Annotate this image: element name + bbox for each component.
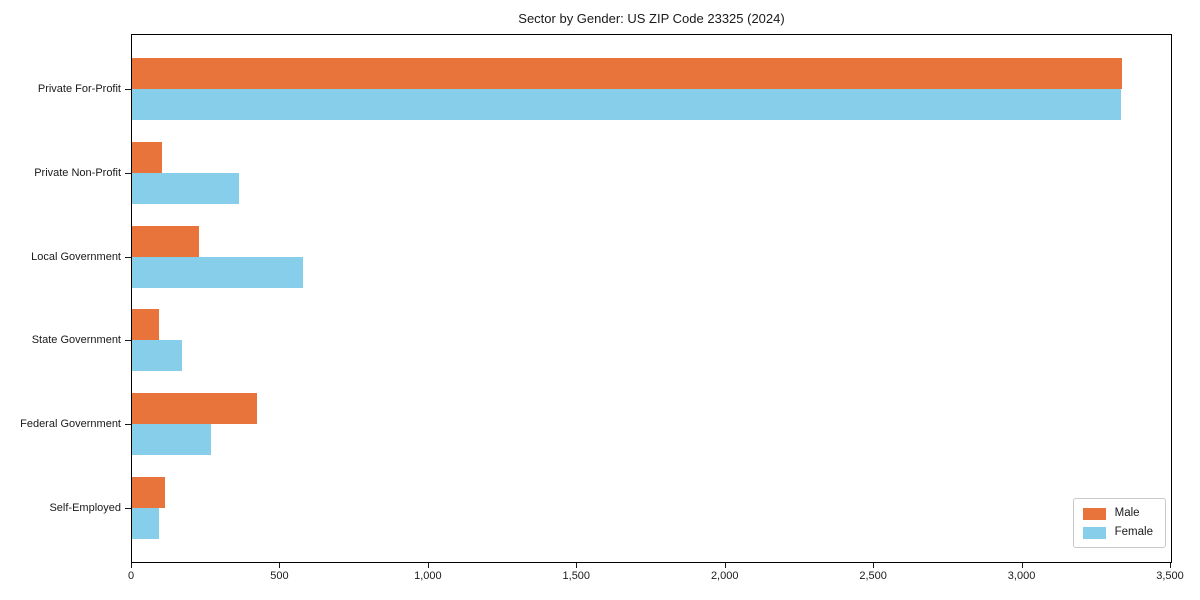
y-tick-mark (125, 88, 131, 90)
y-tick-label-federal-government: Federal Government (20, 418, 121, 431)
x-tick-label: 1,000 (414, 570, 442, 582)
x-tick-mark (724, 563, 726, 568)
bar-male-federal-government (132, 393, 257, 425)
legend: Male Female (1072, 498, 1166, 548)
female-legend-swatch (1082, 526, 1106, 539)
x-tick-mark (1170, 563, 1171, 568)
x-tick-label: 2,000 (710, 570, 739, 582)
bar-female-local-government (132, 256, 303, 288)
bar-female-self-employed (132, 508, 159, 540)
legend-item-female: Female (1082, 526, 1153, 539)
x-tick-mark (1021, 563, 1023, 568)
y-tick-label-state-government: State Government (31, 334, 121, 347)
y-tick-mark (125, 424, 131, 426)
male-legend-label: Male (1114, 507, 1140, 519)
x-tick-mark (873, 563, 875, 568)
chart-title: Sector by Gender: US ZIP Code 23325 (202… (518, 11, 785, 26)
y-axis-labels: Private For-Profit Private Non-Profit Loca… (0, 35, 131, 562)
x-tick-mark (576, 563, 578, 568)
x-tick-mark (279, 563, 281, 568)
y-tick-label-local-government: Local Government (31, 250, 121, 263)
bar-male-state-government (132, 309, 159, 341)
y-tick-mark (125, 256, 131, 258)
y-tick-mark (125, 172, 131, 174)
x-tick-label: 1,500 (562, 570, 591, 582)
y-tick-mark (125, 508, 131, 510)
legend-item-male: Male (1082, 507, 1153, 520)
x-tick-label: 2,500 (859, 570, 887, 582)
x-tick-label: 3,000 (1007, 570, 1036, 582)
bar-female-federal-government (132, 424, 211, 456)
y-tick-mark (125, 340, 131, 342)
x-tick-mark (131, 563, 132, 568)
y-tick-label-private-for-profit: Private For-Profit (37, 82, 121, 95)
y-tick-label-private-non-profit: Private Non-Profit (34, 166, 121, 179)
female-legend-label: Female (1114, 526, 1153, 538)
x-tick-label: 0 (127, 570, 135, 582)
x-tick-mark (427, 563, 429, 568)
bar-male-self-employed (132, 477, 165, 509)
male-legend-swatch (1082, 507, 1106, 520)
bar-female-private-non-profit (132, 172, 239, 204)
bar-male-local-government (132, 225, 199, 257)
plot-area: Male Female (131, 34, 1172, 563)
x-tick-label: 3,500 (1156, 570, 1184, 582)
bar-female-state-government (132, 340, 183, 372)
bar-male-private-for-profit (132, 57, 1123, 89)
x-axis: 0 500 1,000 1,500 2,000 2,500 3,000 3,500 (128, 563, 1184, 595)
bar-male-private-non-profit (132, 141, 162, 173)
x-tick-label: 500 (270, 570, 289, 582)
y-tick-label-self-employed: Self-Employed (49, 502, 121, 515)
bar-female-private-for-profit (132, 88, 1121, 120)
